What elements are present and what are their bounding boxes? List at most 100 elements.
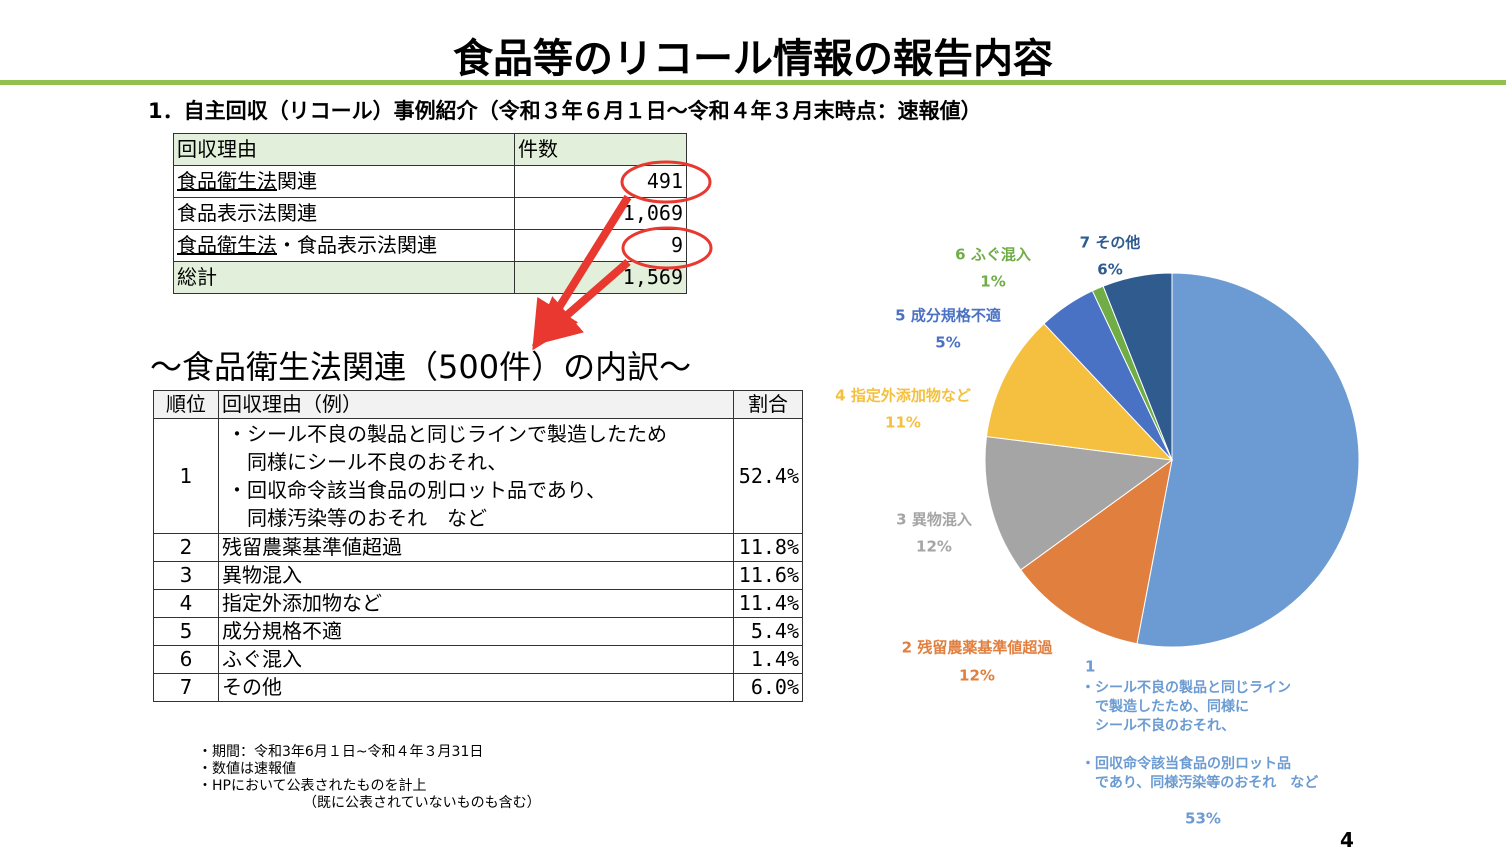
text: 食品表示法関連 xyxy=(177,201,317,225)
rank-cell: 3 xyxy=(153,561,219,590)
pie-slice xyxy=(1020,458,1173,645)
slice-label: 7 その他 xyxy=(1080,234,1141,252)
count-table: 回収理由 件数 食品衛生法関連 491 食品表示法関連 1,069 食品衛生法・食品表示法関… xyxy=(173,133,687,294)
pie-slice xyxy=(1043,290,1173,461)
slice-label: 1 xyxy=(1085,658,1095,676)
reason-cell: 食品衛生法・食品表示法関連 xyxy=(173,229,515,262)
ratio-cell: 1.4% xyxy=(733,645,803,674)
reason-line: 異物混入 xyxy=(222,563,302,587)
header-cell: 回収理由 xyxy=(173,133,515,166)
slice-value-label: 11% xyxy=(885,414,921,432)
title-rule xyxy=(0,80,1506,85)
reason-line: 成分規格不適 xyxy=(222,619,342,643)
text: 総計 xyxy=(177,265,217,289)
rank-cell: 6 xyxy=(153,645,219,674)
slice-value-label: 1% xyxy=(980,273,1005,291)
slice-label: 6 ふぐ混入 xyxy=(955,246,1031,264)
slice-annotation: ・回収命令該当食品の別ロット品 xyxy=(1081,755,1291,772)
pie-slice xyxy=(1091,285,1173,461)
reason-cell: ・シール不良の製品と同じラインで製造したため 同様にシール不良のおそれ、・回収命… xyxy=(218,418,734,534)
underlined-text: 食品衛生法 xyxy=(177,233,277,257)
pie-slice xyxy=(984,436,1174,571)
pie-slice xyxy=(1102,272,1173,461)
reason-line: その他 xyxy=(222,675,282,699)
reason-cell: 指定外添加物など xyxy=(218,589,734,618)
pie-slice xyxy=(985,322,1174,461)
ratio-cell: 5.4% xyxy=(733,617,803,646)
note-line: ・HPにおいて公表されたものを計上 xyxy=(198,778,427,794)
row: 食品表示法関連 1,069 xyxy=(173,197,687,230)
header-cell: 順位 xyxy=(153,390,219,419)
header-cell: 割合 xyxy=(733,390,803,419)
row: 6 ふぐ混入 1.4% xyxy=(153,645,803,674)
ratio-cell: 11.6% xyxy=(733,561,803,590)
row: 2 残留農薬基準値超過 11.8% xyxy=(153,533,803,562)
breakdown-table: 順位 回収理由（例） 割合 1 ・シール不良の製品と同じラインで製造したため 同様にシー… xyxy=(153,390,803,702)
slice-label: 2 残留農薬基準値超過 xyxy=(902,639,1054,657)
ratio-cell: 11.4% xyxy=(733,589,803,618)
reason-line: 同様汚染等のおそれ など xyxy=(227,506,487,530)
header-row: 回収理由 件数 xyxy=(173,133,687,166)
pie-slice xyxy=(1136,272,1360,648)
reason-cell: ふぐ混入 xyxy=(218,645,734,674)
rank-cell: 4 xyxy=(153,589,219,618)
breakdown-heading: ～食品衛生法関連（500件）の内訳～ xyxy=(150,348,692,386)
header-cell: 回収理由（例） xyxy=(218,390,734,419)
reason-line: ふぐ混入 xyxy=(222,647,302,671)
slice-value-label: 12% xyxy=(916,538,952,556)
reason-cell: 食品衛生法関連 xyxy=(173,165,515,198)
slice-value-label: 12% xyxy=(959,667,995,685)
reason-line: 指定外添加物など xyxy=(222,591,382,615)
rank-cell: 1 xyxy=(153,418,219,534)
note-line: ・期間：令和3年6月１日~令和４年３月31日 xyxy=(198,744,484,760)
rank-cell: 2 xyxy=(153,533,219,562)
slice-label: 5 成分規格不適 xyxy=(895,307,1001,325)
row: 7 その他 6.0% xyxy=(153,673,803,702)
header-cell: 件数 xyxy=(514,133,687,166)
rank-cell: 5 xyxy=(153,617,219,646)
notes: ・期間：令和3年6月１日~令和４年３月31日 ・数値は速報値 ・HPにおいて公表され… xyxy=(198,744,541,812)
reason-cell: その他 xyxy=(218,673,734,702)
count-cell: 491 xyxy=(514,165,687,198)
slice-annotation: で製造したため、同様に xyxy=(1081,698,1249,715)
ratio-cell: 6.0% xyxy=(733,673,803,702)
reason-line: 同様にシール不良のおそれ、 xyxy=(227,450,508,474)
text: 関連 xyxy=(277,169,317,193)
count-cell: 1,069 xyxy=(514,197,687,230)
reason-line: ・シール不良の製品と同じラインで製造したため xyxy=(227,422,667,446)
subtitle: 1．自主回収（リコール）事例紹介（令和３年６月１日～令和４年３月末時点：速報値） xyxy=(148,99,982,123)
note-line: （既に公表されていないものも含む） xyxy=(198,795,541,811)
row: 1 ・シール不良の製品と同じラインで製造したため 同様にシール不良のおそれ、 ・回収… xyxy=(153,418,803,534)
ratio-cell: 52.4% xyxy=(733,418,803,534)
row: 3 異物混入 11.6% xyxy=(153,561,803,590)
row: 5 成分規格不適 5.4% xyxy=(153,617,803,646)
row: 4 指定外添加物など 11.4% xyxy=(153,589,803,618)
count-cell: 9 xyxy=(514,229,687,262)
text: ・食品表示法関連 xyxy=(277,233,437,257)
slice-label: 4 指定外添加物など xyxy=(835,387,971,405)
row: 食品衛生法関連 491 xyxy=(173,165,687,198)
title: 食品等のリコール情報の報告内容 xyxy=(453,36,1053,82)
row: 総計 1,569 xyxy=(173,261,687,294)
header-row: 順位 回収理由（例） 割合 xyxy=(153,390,803,419)
slice-annotation: シール不良のおそれ、 xyxy=(1081,717,1235,734)
note-line: ・数値は速報値 xyxy=(198,761,296,777)
reason-cell: 残留農薬基準値超過 xyxy=(218,533,734,562)
reason-cell: 総計 xyxy=(173,261,515,294)
slice-value-label: 6% xyxy=(1097,261,1122,279)
ratio-cell: 11.8% xyxy=(733,533,803,562)
reason-line: ・回収命令該当食品の別ロット品であり、 xyxy=(227,478,606,502)
reason-cell: 異物混入 xyxy=(218,561,734,590)
count-cell: 1,569 xyxy=(514,261,687,294)
slice-value-label: 53% xyxy=(1185,810,1221,828)
slice-value-label: 5% xyxy=(935,334,960,352)
row: 食品衛生法・食品表示法関連 9 xyxy=(173,229,687,262)
reason-line: 残留農薬基準値超過 xyxy=(222,535,402,559)
slice-label: 3 異物混入 xyxy=(896,511,972,529)
underlined-text: 食品衛生法 xyxy=(177,169,277,193)
slice-annotation: であり、同様汚染等のおそれ など xyxy=(1081,774,1318,791)
rank-cell: 7 xyxy=(153,673,219,702)
reason-cell: 成分規格不適 xyxy=(218,617,734,646)
slice-annotation: ・シール不良の製品と同じライン xyxy=(1081,679,1291,696)
